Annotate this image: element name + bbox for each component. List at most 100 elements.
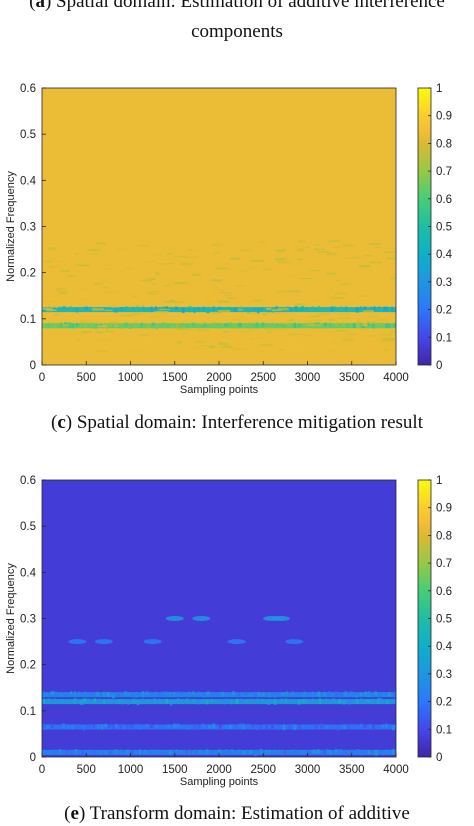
- heatmap-band-texture: [381, 724, 385, 728]
- heatmap-texture: [288, 333, 300, 335]
- heatmap-band-texture: [205, 699, 209, 705]
- heatmap-texture: [313, 319, 323, 321]
- heatmap-band-texture: [155, 323, 159, 330]
- heatmap-band-texture: [84, 322, 87, 328]
- heatmap-band-texture: [261, 322, 265, 328]
- colorbar-tick-label: 0.2: [436, 697, 452, 709]
- heatmap-texture: [305, 246, 310, 248]
- heatmap-band-texture: [47, 698, 51, 703]
- heatmap-spot: [285, 639, 304, 645]
- heatmap-band-texture: [347, 723, 351, 730]
- heatmap-band-texture: [224, 323, 228, 327]
- heatmap-texture: [78, 298, 89, 300]
- heatmap-texture: [222, 330, 229, 333]
- heatmap-texture: [97, 324, 108, 328]
- heatmap-band-texture: [193, 724, 196, 730]
- heatmap-band-texture: [249, 749, 252, 754]
- heatmap-band-texture: [276, 323, 279, 327]
- heatmap-band-texture: [297, 724, 301, 729]
- heatmap-band-texture: [377, 306, 381, 312]
- heatmap-band-texture: [47, 322, 50, 329]
- heatmap-band-texture: [112, 699, 115, 704]
- heatmap-texture: [287, 340, 295, 342]
- y-axis-label: Normalized Frequency: [5, 563, 17, 674]
- heatmap-band-texture: [377, 698, 381, 704]
- heatmap-band-texture: [157, 749, 160, 754]
- heatmap-band-texture: [338, 699, 342, 704]
- heatmap-band-texture: [225, 749, 228, 755]
- heatmap-texture: [307, 315, 321, 318]
- heatmap-band-texture: [205, 749, 209, 755]
- heatmap-texture: [302, 335, 316, 338]
- heatmap-band-texture: [228, 322, 232, 328]
- heatmap-band-texture: [395, 748, 396, 753]
- heatmap-band-texture: [93, 750, 96, 755]
- heatmap-band-texture: [94, 323, 98, 329]
- heatmap-texture: [246, 312, 258, 315]
- heatmap-band-texture: [225, 698, 228, 704]
- heatmap-texture: [224, 294, 233, 296]
- heatmap-band-texture: [158, 692, 161, 698]
- heatmap-texture: [384, 348, 390, 351]
- heatmap-texture: [135, 304, 144, 307]
- heatmap-band-texture: [201, 723, 205, 730]
- heatmap-band-texture: [127, 692, 131, 696]
- heatmap-texture: [203, 248, 216, 251]
- heatmap-band-texture: [169, 699, 173, 706]
- heatmap-band-texture: [379, 750, 383, 755]
- heatmap-band-texture: [57, 306, 61, 310]
- heatmap-band-texture: [146, 723, 149, 728]
- heatmap-texture: [219, 292, 232, 294]
- heatmap-texture: [95, 331, 104, 334]
- heatmap-texture: [114, 325, 120, 327]
- heatmap-band-texture: [107, 699, 110, 703]
- heatmap-band-texture: [212, 723, 216, 729]
- heatmap-band-texture: [153, 698, 157, 704]
- heatmap-band-texture: [271, 322, 274, 327]
- heatmap-band-texture: [128, 323, 132, 329]
- x-tick-label: 4000: [383, 372, 409, 384]
- heatmap-band-texture: [114, 306, 118, 313]
- heatmap-band-texture: [146, 698, 149, 703]
- heatmap-band-texture: [359, 698, 363, 704]
- heatmap-texture: [316, 313, 330, 315]
- heatmap-texture: [335, 282, 342, 285]
- y-tick-label: 0.3: [20, 222, 36, 234]
- caption-a-text: Spatial domain: Estimation of additive i…: [51, 0, 445, 12]
- heatmap-texture: [366, 321, 378, 324]
- heatmap-band-texture: [104, 723, 108, 727]
- heatmap-band-texture: [249, 692, 252, 698]
- heatmap-band-texture: [54, 698, 56, 704]
- heatmap-texture: [162, 263, 174, 265]
- heatmap-band-texture: [81, 750, 84, 756]
- heatmap-texture: [80, 320, 92, 323]
- heatmap-texture: [297, 248, 304, 251]
- colorbar-tick-label: 1: [436, 83, 442, 95]
- heatmap-band-texture: [71, 724, 74, 730]
- colorbar-tick-label: 0.3: [436, 669, 452, 681]
- heatmap-texture: [54, 313, 59, 316]
- heatmap-band-texture: [253, 750, 257, 757]
- heatmap-band-texture: [185, 750, 188, 754]
- heatmap-band-texture: [294, 306, 298, 312]
- heatmap-texture: [231, 316, 244, 318]
- heatmap-texture: [61, 323, 70, 326]
- heatmap-band-texture: [273, 749, 276, 753]
- heatmap-band-texture: [281, 322, 284, 328]
- heatmap-texture: [290, 348, 303, 350]
- heatmap-band-texture: [161, 306, 166, 310]
- heatmap-band-texture: [336, 724, 340, 731]
- heatmap-band-texture: [117, 699, 122, 704]
- colorbar-tick-label: 1: [436, 475, 442, 487]
- heatmap-texture: [144, 261, 157, 263]
- heatmap-band-texture: [175, 306, 178, 310]
- heatmap-band-texture: [379, 692, 382, 696]
- heatmap-texture: [277, 321, 291, 324]
- caption-a-line2: components: [191, 21, 283, 42]
- heatmap-band-texture: [300, 749, 304, 755]
- heatmap-band-texture: [350, 691, 354, 698]
- heatmap-band-texture: [226, 306, 230, 311]
- heatmap-texture: [278, 301, 291, 304]
- heatmap-band-texture: [77, 691, 80, 696]
- heatmap-texture: [151, 283, 158, 285]
